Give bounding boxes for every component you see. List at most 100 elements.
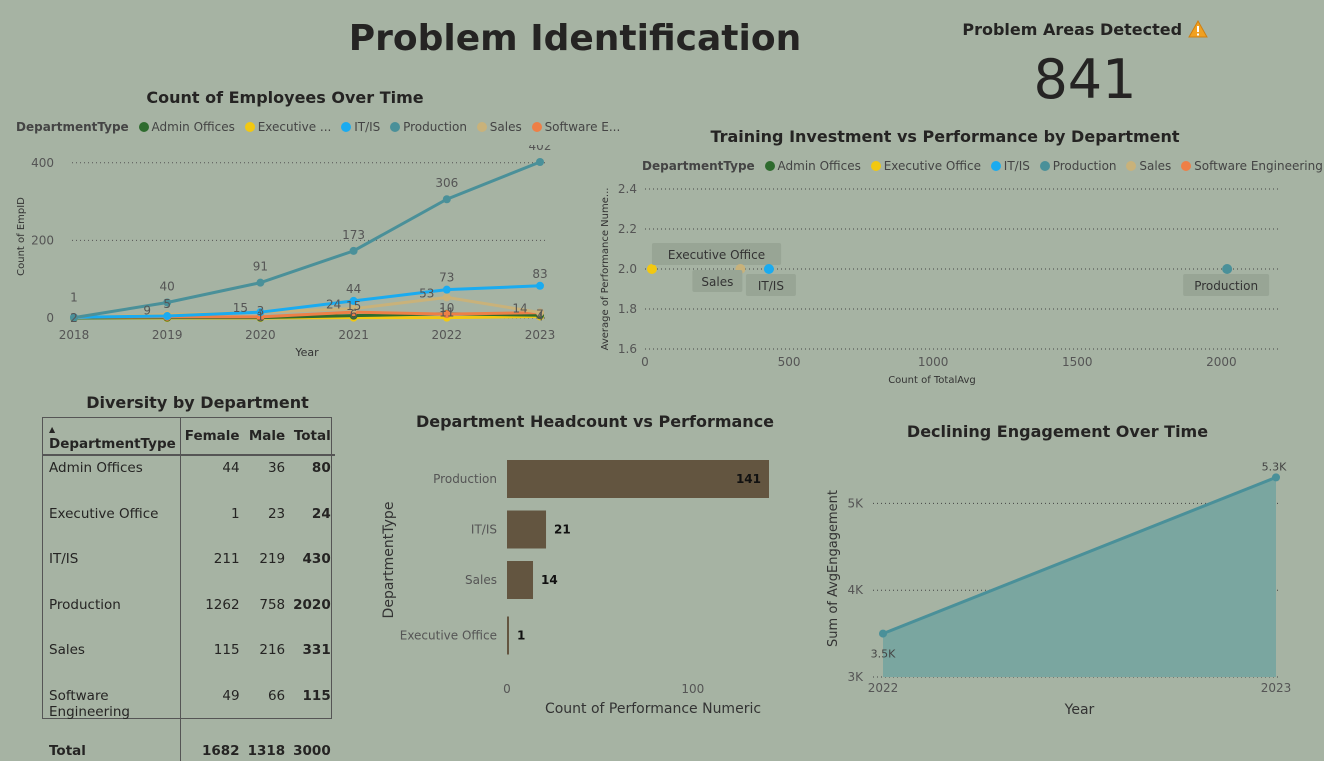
employees-chart-title: Count of Employees Over Time bbox=[146, 88, 424, 107]
diversity-table-title: Diversity by Department bbox=[86, 393, 309, 412]
data-point-sales bbox=[349, 304, 358, 313]
table-row[interactable]: Admin Offices 44 36 80 bbox=[43, 455, 335, 502]
y-tick-label: 4K bbox=[847, 583, 864, 597]
cell-total-total: 3000 bbox=[293, 743, 331, 759]
legend-item-sales[interactable]: Sales bbox=[476, 120, 522, 134]
legend-dot bbox=[138, 122, 149, 132]
x-tick-label: 500 bbox=[778, 355, 801, 369]
warning-icon bbox=[1187, 19, 1208, 38]
legend-dot bbox=[244, 122, 255, 132]
y-axis-title: Sum of AvgEngagement bbox=[826, 490, 841, 647]
table-row[interactable]: Production 1262 758 2020 bbox=[43, 592, 335, 638]
cell-male: 216 bbox=[259, 642, 286, 658]
employees-line-chart[interactable]: 0 200 400 2018 2019 2020 2021 2022 2023 Year Count… bbox=[0, 145, 580, 365]
cell-total: 80 bbox=[311, 460, 331, 476]
data-label: 14 bbox=[512, 302, 527, 316]
cell-total: 331 bbox=[302, 642, 331, 658]
legend-item-it-is[interactable]: IT/IS bbox=[341, 120, 380, 134]
training-scatter-chart[interactable]: 1.6 1.8 2.0 2.2 2.4 0 500 1000 1500 2000 Count of … bbox=[595, 175, 1295, 390]
legend-label: IT/IS bbox=[354, 120, 381, 134]
col-header-department[interactable]: ▲ DepartmentType bbox=[43, 418, 181, 456]
cell-department: Software Engineering bbox=[43, 683, 181, 729]
data-label: 7 bbox=[536, 307, 544, 321]
x-tick-label: 2022 bbox=[432, 328, 463, 342]
table-row[interactable]: Executive Office 1 23 24 bbox=[43, 501, 335, 547]
col-header-total[interactable]: Total bbox=[289, 418, 335, 456]
engagement-chart-title: Declining Engagement Over Time bbox=[906, 422, 1209, 441]
legend-item-admin-offices[interactable]: Admin Offices bbox=[138, 120, 235, 134]
data-label: IT/IS bbox=[758, 279, 784, 293]
table-row[interactable]: IT/IS 211 219 430 bbox=[43, 547, 335, 593]
y-tick-label: 400 bbox=[31, 156, 54, 170]
data-point-it-is bbox=[163, 312, 172, 321]
data-label: 83 bbox=[532, 267, 547, 281]
legend-item-software-engineering[interactable]: Software E... bbox=[531, 120, 621, 134]
legend-item-it-is[interactable]: IT/IS bbox=[990, 159, 1030, 173]
scatter-point-it-is bbox=[763, 264, 774, 274]
scatter-point-executive-office bbox=[646, 264, 657, 274]
data-label: 44 bbox=[346, 282, 361, 296]
employees-legend[interactable]: DepartmentType Admin Offices Executive .… bbox=[16, 120, 620, 134]
cell-female: 1 bbox=[230, 505, 240, 522]
data-label: 3 bbox=[257, 304, 265, 318]
legend-dot bbox=[1039, 161, 1050, 171]
data-point-it-is bbox=[536, 281, 544, 290]
cell-female: 211 bbox=[213, 551, 240, 567]
data-label: Production bbox=[1194, 279, 1258, 293]
data-label: 11 bbox=[439, 306, 454, 320]
legend-dot bbox=[870, 161, 881, 171]
x-tick-label: 0 bbox=[503, 682, 511, 696]
legend-item-software-engineering[interactable]: Software Engineering bbox=[1181, 159, 1323, 173]
legend-item-executive-office[interactable]: Executive ... bbox=[244, 120, 332, 134]
data-label: 73 bbox=[439, 271, 454, 285]
legend-item-production[interactable]: Production bbox=[390, 120, 467, 134]
x-tick-label: 2020 bbox=[245, 328, 276, 342]
legend-label: Software Engineering bbox=[1194, 159, 1323, 173]
x-tick-label: 1500 bbox=[1062, 355, 1093, 369]
legend-label: Executive ... bbox=[257, 120, 332, 134]
cell-male: 23 bbox=[267, 505, 286, 522]
cell-department: Admin Offices bbox=[43, 455, 181, 502]
training-legend[interactable]: DepartmentType Admin Offices Executive O… bbox=[642, 159, 1323, 173]
data-label: 21 bbox=[554, 523, 571, 537]
legend-dot bbox=[341, 122, 352, 132]
legend-item-production[interactable]: Production bbox=[1039, 159, 1117, 173]
y-tick-label: IT/IS bbox=[471, 523, 497, 537]
data-point-production bbox=[256, 278, 265, 287]
bar-executive-office bbox=[507, 616, 509, 655]
cell-male: 66 bbox=[267, 687, 286, 704]
cell-department: Executive Office bbox=[43, 501, 181, 547]
y-axis-title: Average of Performance Nume... bbox=[600, 188, 611, 351]
legend-item-sales[interactable]: Sales bbox=[1126, 159, 1171, 173]
data-label: 14 bbox=[541, 573, 558, 587]
y-tick-label: 1.6 bbox=[618, 342, 637, 356]
data-label: 141 bbox=[736, 472, 761, 486]
legend-item-executive-office[interactable]: Executive Office bbox=[870, 159, 981, 173]
cell-department: Production bbox=[43, 592, 181, 638]
data-label-bg bbox=[1183, 274, 1270, 296]
data-label: 5.3K bbox=[1262, 460, 1287, 473]
data-label: 10 bbox=[439, 301, 454, 315]
data-point-software-engineering bbox=[442, 310, 451, 319]
legend-dot bbox=[990, 161, 1001, 171]
y-tick-label: 2.4 bbox=[618, 182, 637, 196]
legend-item-admin-offices[interactable]: Admin Offices bbox=[764, 159, 861, 173]
data-label: 4 bbox=[536, 309, 544, 323]
table-row[interactable]: Software Engineering 49 66 115 bbox=[43, 683, 335, 729]
col-header-female[interactable]: Female bbox=[180, 418, 244, 456]
series-line bbox=[882, 475, 1277, 635]
legend-label: Sales bbox=[1139, 159, 1172, 173]
y-tick-label: 5K bbox=[847, 496, 864, 510]
col-header-male[interactable]: Male bbox=[243, 418, 290, 456]
legend-label: Software E... bbox=[544, 120, 621, 134]
engagement-area-chart[interactable]: 3K 4K 5K 3.5K 5.3K 2022 2023 Year Sum of AvgEnga… bbox=[815, 445, 1305, 730]
data-point-sales bbox=[536, 308, 544, 317]
data-label: Executive Office bbox=[668, 248, 765, 262]
data-point-production bbox=[442, 195, 451, 204]
cell-total-female: 1682 bbox=[201, 743, 240, 759]
x-axis-title: Count of Performance Numeric bbox=[545, 701, 761, 717]
legend-dot bbox=[1126, 161, 1137, 171]
data-point-production bbox=[70, 313, 78, 322]
table-row[interactable]: Sales 115 216 331 bbox=[43, 638, 335, 684]
